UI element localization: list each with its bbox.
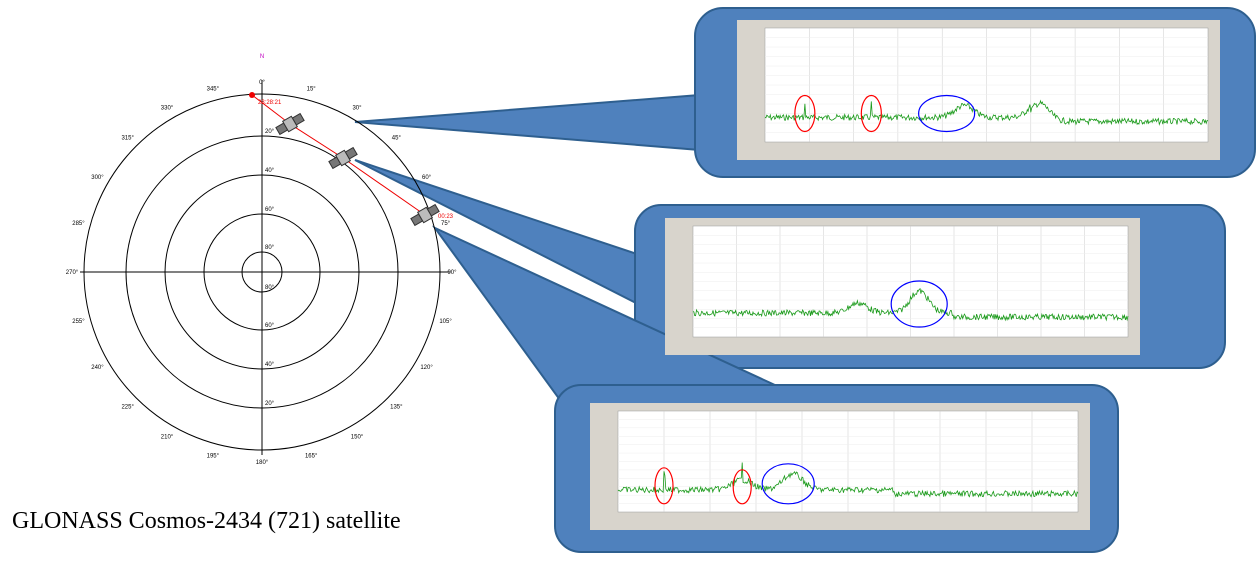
start-dot: [249, 92, 255, 98]
highlight-ellipse: [732, 469, 752, 505]
azimuth-label: 270°: [66, 270, 79, 276]
azimuth-label: 300°: [91, 175, 104, 181]
azimuth-label: 345°: [207, 86, 220, 92]
azimuth-label: 330°: [161, 105, 174, 111]
azimuth-label: 255°: [72, 319, 85, 325]
azimuth-label: 15°: [307, 86, 317, 92]
elevation-label: 80°: [265, 245, 275, 251]
azimuth-label: 285°: [72, 221, 85, 227]
spectrum-trace: [617, 462, 1079, 498]
azimuth-label: 75°: [441, 221, 451, 227]
highlight-ellipse: [890, 280, 948, 328]
azimuth-label: 150°: [351, 435, 364, 441]
satellite-icon: [275, 112, 305, 136]
satellite-body: [334, 149, 352, 167]
highlight-ellipse: [794, 94, 816, 133]
azimuth-label: 45°: [392, 136, 402, 142]
caption: GLONASS Cosmos-2434 (721) satellite: [12, 508, 401, 534]
pointer: [354, 93, 701, 152]
azimuth-label: 30°: [352, 105, 362, 111]
highlight-ellipse: [761, 463, 815, 505]
elevation-label: 60°: [265, 323, 275, 329]
azimuth-label: 165°: [305, 454, 318, 460]
azimuth-label: 135°: [390, 404, 403, 410]
highlight-ellipse: [860, 94, 882, 133]
track: [251, 94, 426, 216]
azimuth-label: 120°: [420, 365, 433, 371]
spectrum-trace: [692, 287, 1129, 322]
end-time: 00:23: [438, 214, 454, 220]
azimuth-label: 210°: [161, 435, 174, 441]
azimuth-label: 0°: [259, 80, 265, 86]
satellite-body: [281, 115, 299, 133]
azimuth-label: 90°: [447, 270, 457, 276]
azimuth-label: 60°: [422, 175, 432, 181]
satellite-icon: [328, 146, 358, 170]
elevation-label: 20°: [265, 129, 275, 135]
elevation-label: 40°: [265, 362, 275, 368]
satellite-icon: [410, 203, 440, 227]
elevation-label: 80°: [265, 285, 275, 291]
satellites: [275, 112, 440, 227]
spectrum-panels: [590, 20, 1220, 530]
highlight-ellipse: [918, 94, 976, 133]
azimuth-label: 225°: [121, 404, 134, 410]
elevation-label: 60°: [265, 207, 275, 213]
elevation-label: 40°: [265, 168, 275, 174]
highlight-ellipse: [654, 467, 674, 505]
azimuth-label: 195°: [207, 454, 220, 460]
azimuth-label: 315°: [121, 136, 134, 142]
satellite-body: [416, 206, 434, 224]
elevation-label: 20°: [265, 401, 275, 407]
start-time: 23:28:21: [258, 100, 282, 106]
polar-plot: [80, 80, 450, 455]
north-label: N: [260, 54, 264, 60]
spectrum-trace: [764, 99, 1209, 126]
azimuth-label: 105°: [439, 319, 452, 325]
azimuth-label: 240°: [91, 365, 104, 371]
azimuth-label: 180°: [256, 460, 269, 466]
